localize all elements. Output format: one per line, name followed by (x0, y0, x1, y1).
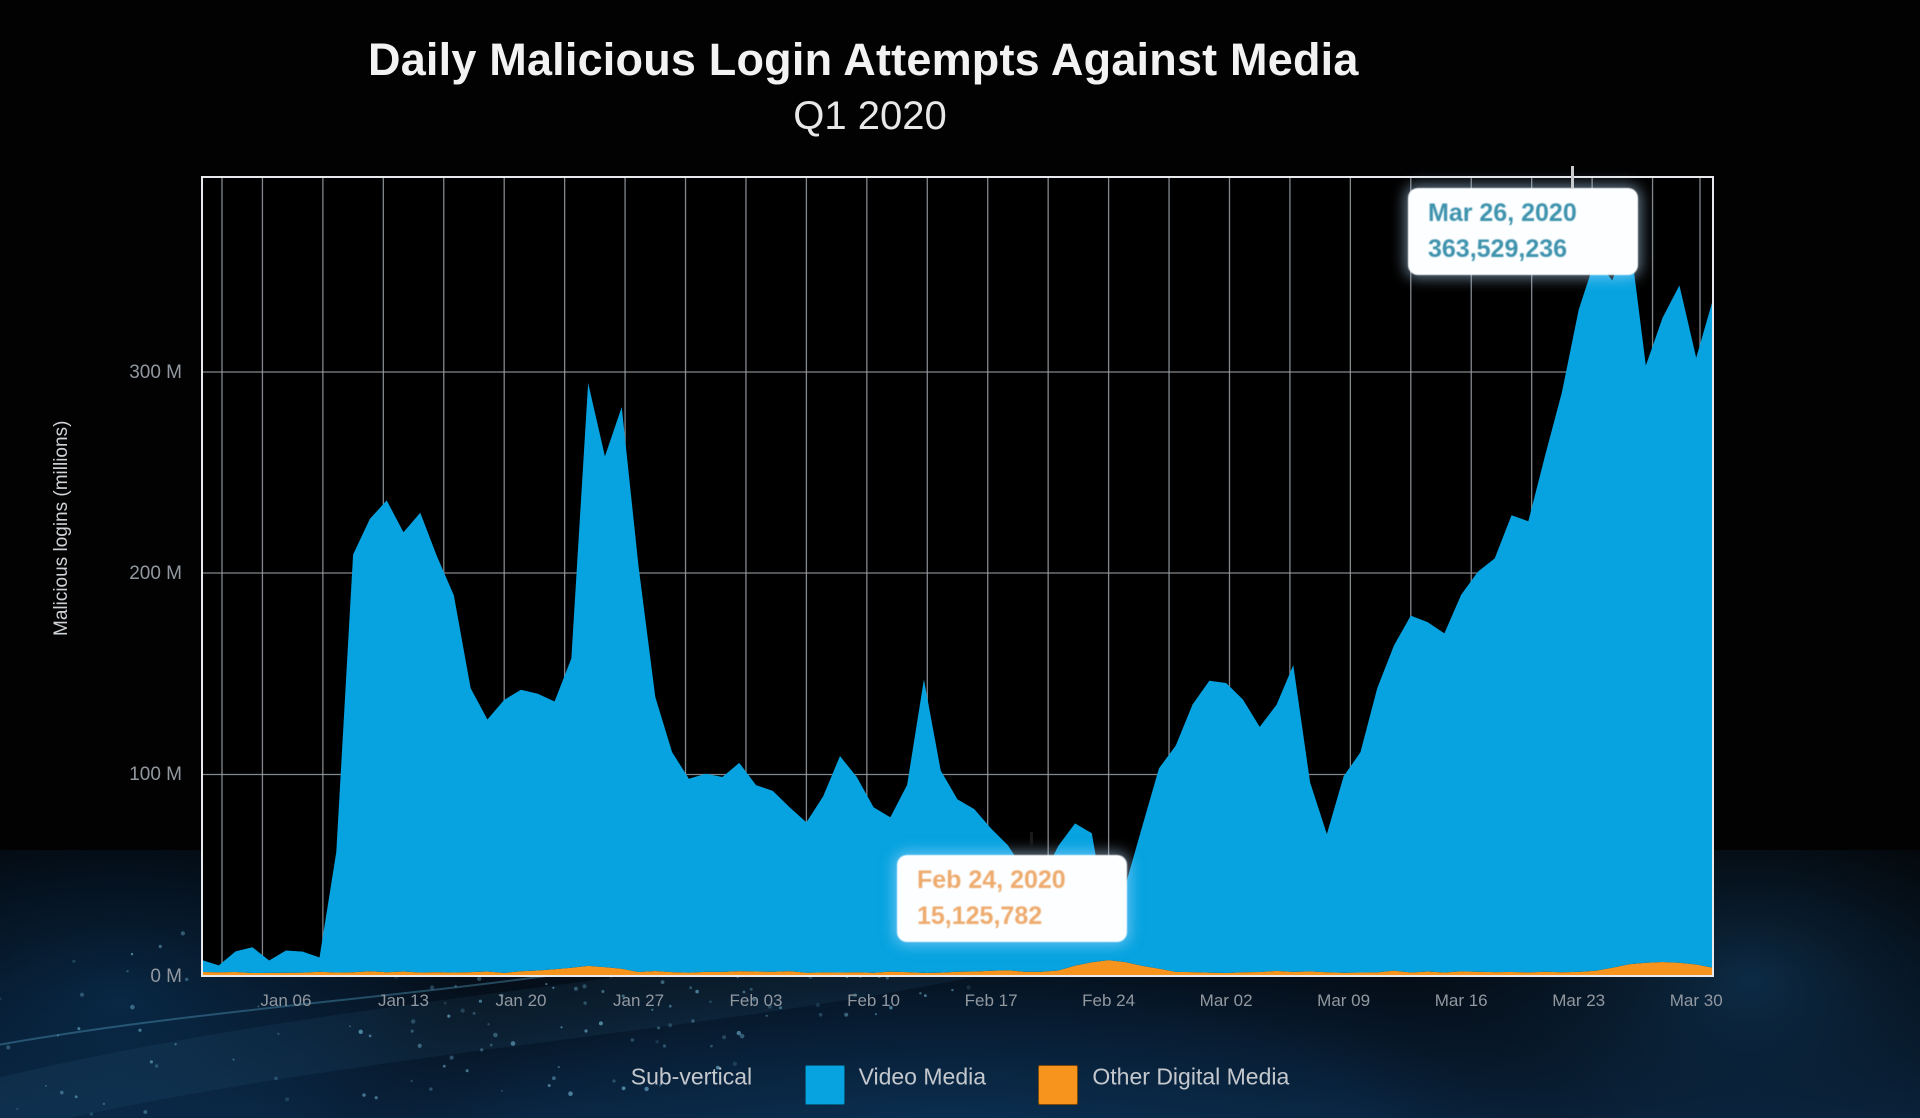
svg-text:200 M: 200 M (129, 563, 182, 584)
svg-text:Feb 24: Feb 24 (1082, 991, 1135, 1010)
svg-text:Feb 17: Feb 17 (965, 991, 1018, 1010)
svg-text:Mar 30: Mar 30 (1670, 991, 1723, 1010)
svg-text:Mar 09: Mar 09 (1317, 991, 1370, 1010)
svg-text:Jan 06: Jan 06 (260, 991, 311, 1010)
svg-text:Mar 02: Mar 02 (1200, 991, 1253, 1010)
svg-text:100 M: 100 M (129, 764, 182, 785)
svg-text:Jan 20: Jan 20 (495, 991, 546, 1010)
svg-text:300 M: 300 M (129, 362, 182, 383)
svg-text:Feb 10: Feb 10 (847, 991, 900, 1010)
svg-text:Jan 27: Jan 27 (613, 991, 664, 1010)
svg-text:Feb 03: Feb 03 (730, 991, 783, 1010)
svg-text:Mar 16: Mar 16 (1435, 991, 1488, 1010)
svg-text:Jan 13: Jan 13 (378, 991, 429, 1010)
svg-text:Mar 23: Mar 23 (1552, 991, 1605, 1010)
svg-text:0 M: 0 M (150, 966, 182, 987)
